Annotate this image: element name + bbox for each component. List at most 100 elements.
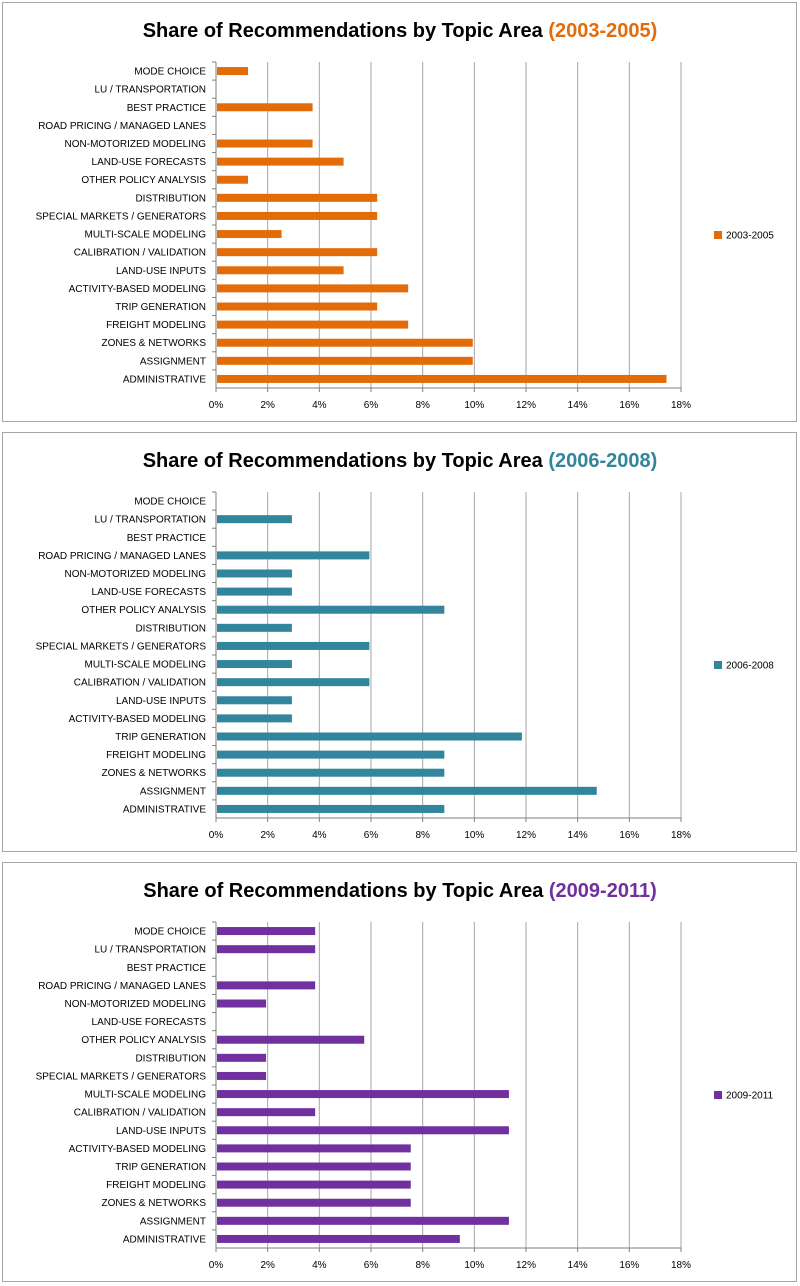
bar — [217, 302, 378, 311]
bar — [217, 605, 445, 614]
x-tick-label: 16% — [619, 1260, 639, 1271]
category-label: BEST PRACTICE — [127, 103, 207, 114]
x-tick-label: 4% — [312, 1260, 327, 1271]
legend-swatch — [714, 1091, 722, 1099]
chart-svg-2003-2005: Share of Recommendations by Topic Area (… — [36, 20, 775, 411]
category-label: LAND-USE INPUTS — [116, 696, 206, 707]
category-label: TRIP GENERATION — [115, 732, 206, 743]
category-label: LAND-USE INPUTS — [116, 266, 206, 277]
category-label: LAND-USE FORECASTS — [92, 587, 207, 598]
bar — [217, 1126, 509, 1135]
category-label: LAND-USE FORECASTS — [92, 157, 207, 168]
x-tick-label: 6% — [364, 1260, 379, 1271]
legend-swatch — [714, 661, 722, 669]
category-label: OTHER POLICY ANALYSIS — [81, 605, 206, 616]
category-label: ACTIVITY-BASED MODELING — [69, 1144, 207, 1155]
bar — [217, 804, 445, 813]
bar — [217, 103, 313, 112]
category-label: BEST PRACTICE — [127, 963, 207, 974]
legend-label: 2009-2011 — [726, 1091, 774, 1102]
bar — [217, 1198, 411, 1207]
category-label: LU / TRANSPORTATION — [95, 945, 207, 956]
bar — [217, 1216, 509, 1225]
bar — [217, 641, 370, 650]
x-tick-label: 10% — [464, 400, 484, 411]
category-label: CALIBRATION / VALIDATION — [74, 248, 206, 259]
bar — [217, 1053, 267, 1062]
legend-swatch — [714, 231, 722, 239]
bar — [217, 356, 473, 365]
x-tick-label: 4% — [312, 400, 327, 411]
category-label: LAND-USE FORECASTS — [92, 1017, 207, 1028]
chart-title-main: Share of Recommendations by Topic Area — [143, 20, 549, 42]
x-tick-label: 8% — [415, 830, 430, 841]
x-tick-label: 0% — [209, 1260, 224, 1271]
bar — [217, 569, 292, 578]
category-label: LU / TRANSPORTATION — [95, 85, 207, 96]
x-tick-label: 0% — [209, 400, 224, 411]
legend-label: 2003-2005 — [726, 231, 774, 242]
category-label: CALIBRATION / VALIDATION — [74, 678, 206, 689]
bar — [217, 266, 344, 275]
x-tick-label: 0% — [209, 830, 224, 841]
category-label: MULTI-SCALE MODELING — [85, 230, 207, 241]
category-label: BEST PRACTICE — [127, 533, 207, 544]
bar — [217, 175, 248, 184]
x-tick-label: 6% — [364, 400, 379, 411]
x-tick-label: 4% — [312, 830, 327, 841]
bar — [217, 1234, 460, 1243]
category-label: ROAD PRICING / MANAGED LANES — [38, 551, 206, 562]
category-label: LU / TRANSPORTATION — [95, 515, 207, 526]
x-tick-label: 6% — [364, 830, 379, 841]
bar — [217, 320, 409, 329]
bar — [217, 248, 378, 257]
x-tick-label: 10% — [464, 830, 484, 841]
bar — [217, 732, 522, 741]
chart-title-main: Share of Recommendations by Topic Area — [143, 450, 549, 472]
x-tick-label: 8% — [415, 1260, 430, 1271]
category-label: OTHER POLICY ANALYSIS — [81, 1035, 206, 1046]
bar — [217, 1180, 411, 1189]
category-label: ACTIVITY-BASED MODELING — [69, 284, 207, 295]
bar — [217, 587, 292, 596]
x-tick-label: 8% — [415, 400, 430, 411]
category-label: SPECIAL MARKETS / GENERATORS — [36, 211, 207, 222]
category-label: MODE CHOICE — [134, 927, 206, 938]
x-tick-label: 12% — [516, 1260, 536, 1271]
bar — [217, 768, 445, 777]
category-label: ACTIVITY-BASED MODELING — [69, 714, 207, 725]
bar — [217, 660, 292, 669]
x-tick-label: 2% — [260, 400, 275, 411]
bar — [217, 1162, 411, 1171]
bar — [217, 515, 292, 524]
category-label: TRIP GENERATION — [115, 1162, 206, 1173]
x-tick-label: 16% — [619, 830, 639, 841]
bar — [217, 157, 344, 166]
category-label: MODE CHOICE — [134, 67, 206, 78]
chart-title: Share of Recommendations by Topic Area (… — [143, 880, 657, 902]
category-label: DISTRIBUTION — [135, 623, 206, 634]
bar — [217, 981, 316, 990]
bar — [217, 999, 267, 1008]
category-label: MULTI-SCALE MODELING — [85, 1090, 207, 1101]
bar — [217, 786, 597, 795]
category-label: ADMINISTRATIVE — [123, 804, 206, 815]
chart-title-period: (2009-2011) — [549, 880, 657, 902]
bar — [217, 67, 248, 76]
chart-panel-2009-2011: Share of Recommendations by Topic Area (… — [2, 862, 797, 1282]
chart-title-period: (2003-2005) — [548, 20, 657, 42]
x-tick-label: 18% — [671, 830, 691, 841]
category-label: ZONES & NETWORKS — [102, 768, 207, 779]
bar — [217, 1035, 365, 1044]
category-label: FREIGHT MODELING — [106, 320, 206, 331]
category-label: ZONES & NETWORKS — [102, 1198, 207, 1209]
bar — [217, 230, 282, 239]
chart-title: Share of Recommendations by Topic Area (… — [143, 20, 658, 42]
x-tick-label: 12% — [516, 830, 536, 841]
bar — [217, 338, 473, 347]
legend-label: 2006-2008 — [726, 661, 774, 672]
bar — [217, 927, 316, 936]
chart-svg-2006-2008: Share of Recommendations by Topic Area (… — [36, 450, 775, 841]
category-label: DISTRIBUTION — [135, 193, 206, 204]
category-label: SPECIAL MARKETS / GENERATORS — [36, 641, 207, 652]
